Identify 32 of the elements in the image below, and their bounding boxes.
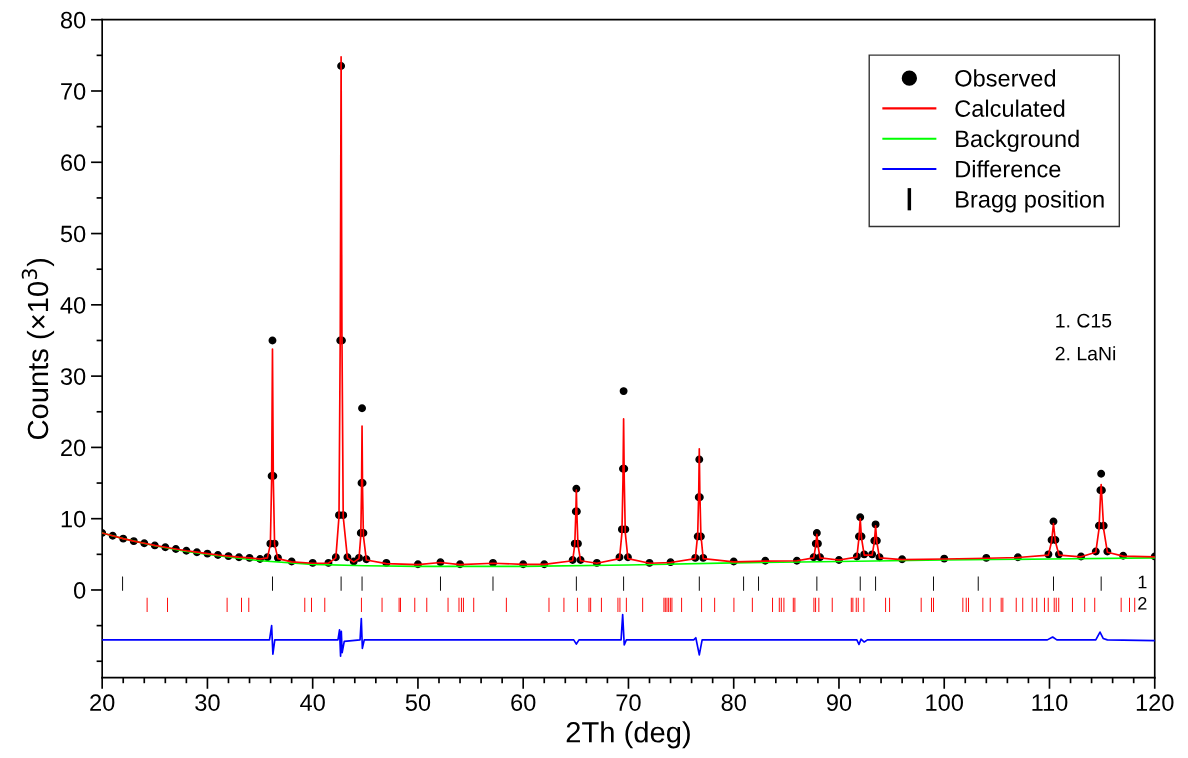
x-tick-label: 40 [300,694,325,711]
annotation: 1. C15 [1056,313,1112,328]
y-tick-label: 0 [73,582,86,599]
y-tick-label: 50 [60,225,86,243]
y-tick-label: 10 [61,510,86,528]
y-tick-label: 80 [60,11,86,29]
x-tick-label: 100 [926,694,963,711]
y-tick-label: 60 [61,154,86,172]
legend-label: Calculated [955,99,1065,117]
annotation: 1 [1138,575,1147,589]
legend-label: Difference [956,160,1061,178]
x-tick-label: 110 [1032,694,1068,711]
y-tick-label: 70 [61,83,86,100]
x-tick-label: 90 [826,694,852,711]
line-series [102,613,1155,658]
x-axis-title: 2Th (deg) [566,721,690,749]
legend-label: Observed [955,69,1056,87]
x-tick-label: 60 [511,694,536,711]
x-tick-label: 20 [90,694,115,711]
y-tick-label: 30 [60,368,86,385]
x-tick-label: 50 [405,694,431,711]
y-tick-label: 20 [61,439,86,457]
x-tick-label: 30 [195,694,220,711]
legend-label: Bragg position [956,190,1104,213]
x-tick-label: 120 [1136,694,1174,711]
x-tick-label: 80 [721,694,746,711]
x-tick-label: 70 [616,694,641,711]
y-tick-label: 40 [60,296,86,314]
annotation: 2. LaNi [1055,346,1116,361]
annotation: 2 [1138,597,1147,610]
legend-label: Background [956,129,1079,152]
y-axis-title: Counts (×10$^{3}$) [21,258,55,440]
